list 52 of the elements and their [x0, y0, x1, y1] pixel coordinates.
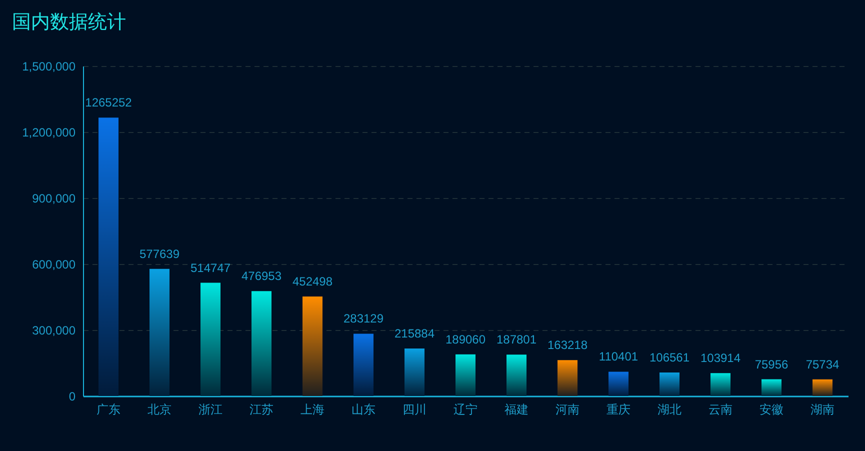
data-label: 215884	[394, 326, 435, 341]
bar	[608, 372, 628, 396]
data-label: 106561	[649, 350, 690, 365]
data-label: 476953	[241, 269, 282, 284]
x-tick-label: 河南	[556, 402, 580, 416]
bar	[660, 372, 680, 396]
y-tick-label: 900,000	[32, 192, 76, 206]
x-tick-label: 北京	[148, 402, 172, 416]
bar	[558, 360, 578, 396]
y-tick-label: 1,200,000	[22, 126, 76, 140]
bar	[404, 348, 424, 396]
x-tick-label: 辽宁	[454, 402, 478, 416]
bar	[200, 282, 220, 396]
y-tick-label: 0	[68, 390, 76, 404]
data-label: 514747	[190, 260, 231, 275]
x-tick-label: 广东	[96, 402, 120, 416]
x-tick-label: 安徽	[760, 402, 784, 416]
x-tick-label: 湖南	[810, 402, 834, 416]
x-tick-label: 山东	[352, 402, 376, 416]
x-tick-label: 重庆	[606, 402, 630, 416]
bar	[812, 379, 832, 396]
data-label: 75956	[754, 357, 789, 372]
data-label: 163218	[547, 338, 588, 352]
bar	[252, 291, 272, 396]
bar	[302, 296, 322, 396]
data-label: 75734	[806, 357, 840, 372]
x-tick-label: 湖北	[658, 402, 682, 416]
data-label: 189060	[445, 332, 486, 346]
bar	[506, 354, 526, 396]
data-label: 452498	[292, 274, 333, 288]
bar	[98, 118, 118, 396]
x-tick-label: 上海	[300, 402, 324, 416]
data-label: 577639	[139, 246, 180, 261]
bar	[354, 334, 374, 396]
y-tick-label: 300,000	[32, 324, 76, 338]
data-label: 103914	[700, 351, 741, 366]
bar	[456, 354, 476, 396]
chart-title: 国内数据统计	[12, 12, 126, 33]
bar	[710, 373, 730, 396]
bar	[762, 379, 782, 396]
x-tick-label: 四川	[402, 402, 426, 416]
y-tick-label: 600,000	[32, 258, 76, 272]
x-tick-label: 福建	[504, 402, 528, 416]
data-label: 187801	[496, 332, 537, 347]
bar	[150, 268, 170, 396]
x-tick-label: 浙江	[198, 402, 222, 416]
x-tick-label: 江苏	[250, 402, 274, 416]
x-tick-label: 云南	[708, 402, 732, 416]
data-label: 283129	[343, 312, 384, 326]
data-label: 110401	[598, 350, 638, 364]
y-tick-label: 1,500,000	[22, 60, 76, 74]
data-label: 1265252	[85, 96, 132, 110]
